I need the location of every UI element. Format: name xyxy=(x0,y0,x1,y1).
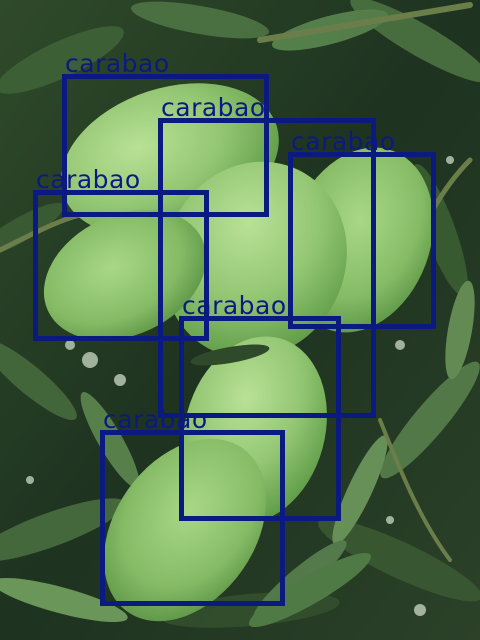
detection-label: carabao xyxy=(161,93,266,122)
foreground-leaves xyxy=(0,344,372,628)
sky-specks xyxy=(26,156,454,616)
detection-box xyxy=(33,190,209,341)
detection-label: carabao xyxy=(36,165,141,194)
detection-label: carabao xyxy=(65,49,170,78)
detection-box xyxy=(179,316,341,521)
detection-label: carabao xyxy=(182,291,287,320)
detection-box xyxy=(158,118,376,418)
detection-label: carabao xyxy=(291,127,396,156)
detection-box xyxy=(62,74,269,217)
detection-label: carabao xyxy=(103,405,208,434)
detection-box xyxy=(288,152,436,329)
detection-box xyxy=(100,430,285,606)
